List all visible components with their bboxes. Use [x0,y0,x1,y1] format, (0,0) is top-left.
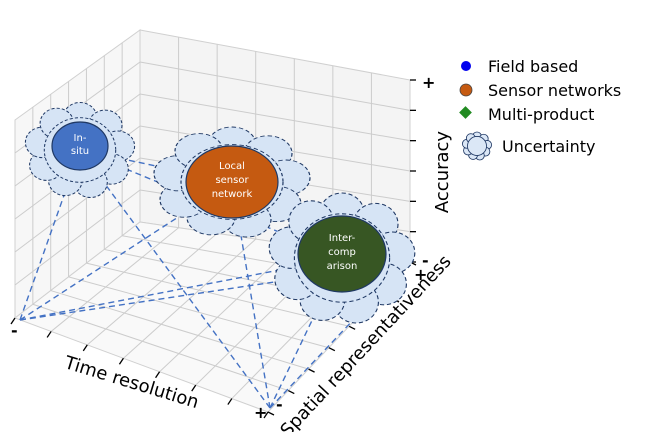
axis-ticks [10,79,417,419]
x-axis-tick [227,398,233,405]
grid-line [139,61,411,111]
y-axis-tick [328,347,336,352]
x-axis-tick [191,384,197,392]
x-axis-tick [118,357,124,365]
legend-marker-sensor-networks [459,83,473,97]
dashed-connection [19,261,409,321]
x-axis-tick [10,317,16,325]
y-axis-tick [267,411,275,416]
x-axis-minus: - [11,321,18,340]
grid-line [50,227,179,332]
node-label-line: sensor [215,175,249,186]
dashed-connection [79,149,271,409]
node-label-line: Local [219,161,245,172]
node-ellipse [51,121,109,171]
y-axis-tick [308,368,315,373]
node-label-line: arison [327,261,358,272]
node-ellipse [185,145,279,219]
x-axis-tick [155,371,161,379]
node-in-situ: In- situ [24,101,136,199]
node-local-sensor-network: Local sensor network [153,126,311,238]
legend-marker-uncertainty [462,131,492,161]
node-label-line: network [212,189,253,200]
y-axis-tick [348,325,356,330]
legend-label-multi-product: Multi-product [488,105,594,124]
legend-marker-field-based [461,61,471,71]
grid-line [50,290,309,370]
z-axis-plus: + [422,73,435,92]
grid-line [139,93,411,142]
node-label-line: Inter- [329,233,356,244]
node-inter-comparison: Inter- comp arison [268,192,416,324]
grid-line [86,233,218,346]
y-axis-minus: - [276,395,283,414]
grid-line [68,276,329,349]
y-axis-tick [287,389,295,395]
z-axis-label: Accuracy [432,131,453,214]
z-axis-minus: - [422,251,429,270]
grid-line [14,189,141,286]
node-label-line: comp [328,247,356,258]
legend-label-uncertainty: Uncertainty [502,137,595,156]
y-axis-plus: + [414,265,427,284]
legend-marker-multi-product [459,106,472,119]
x-axis-tick [46,331,52,338]
grid-line [86,262,350,327]
x-axis-tick [82,344,88,352]
node-ellipse [297,215,387,293]
x-axis-tick [263,411,269,419]
node-label-line: situ [71,146,89,157]
node-label-line: In- [74,133,87,144]
legend: Field based Sensor networks Multi-produc… [459,57,621,161]
dashed-connection [269,257,343,409]
x-axis-plus: + [254,403,267,422]
grid-line [159,244,295,373]
legend-label-field-based: Field based [488,57,578,76]
legend-label-sensor-networks: Sensor networks [488,81,621,100]
dashed-connection [269,261,409,409]
